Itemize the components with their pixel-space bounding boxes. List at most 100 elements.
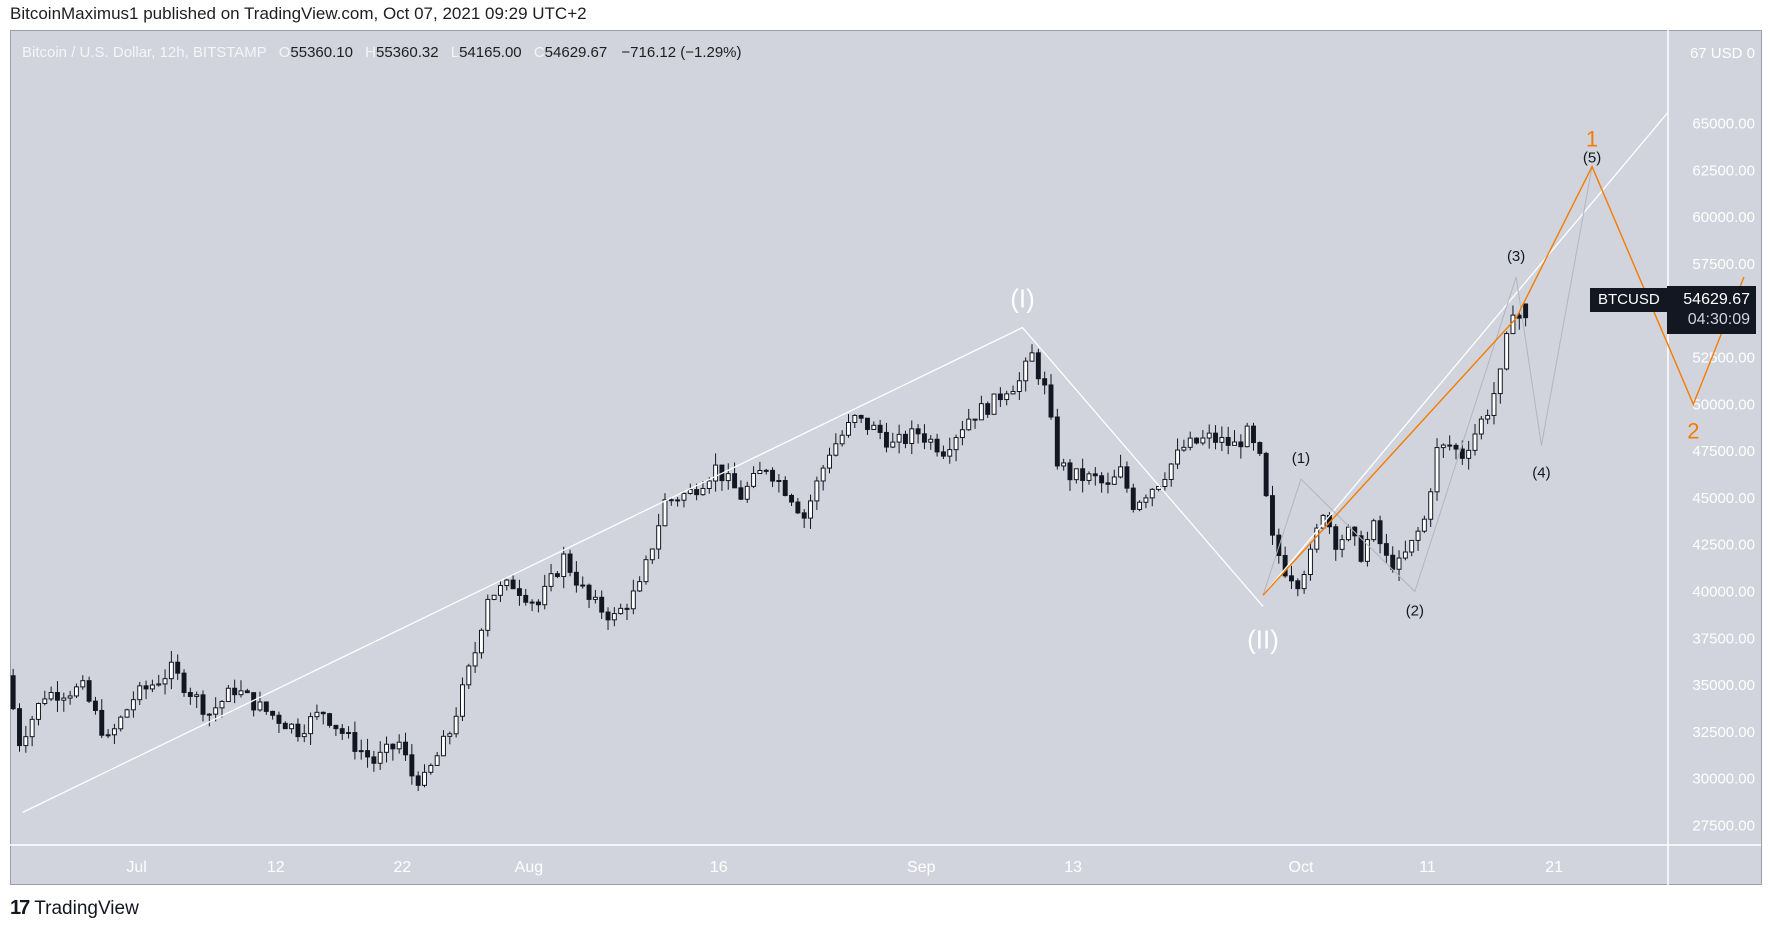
time-tick-label: 12 xyxy=(267,859,285,876)
candle-up xyxy=(61,697,67,701)
candle-up xyxy=(314,711,320,718)
candle-up xyxy=(966,418,972,431)
candle-up xyxy=(1232,441,1237,446)
candle-up xyxy=(637,581,643,592)
candle-up xyxy=(29,718,35,738)
candle-up xyxy=(890,441,896,448)
candle-down xyxy=(624,607,630,610)
candle-up xyxy=(219,701,225,709)
candle-up xyxy=(1415,530,1421,541)
candle-up xyxy=(1162,478,1168,487)
candle-down xyxy=(801,512,807,519)
candle-up xyxy=(1396,557,1402,570)
candle-down xyxy=(877,424,883,433)
candle-down xyxy=(390,743,396,750)
price-tick-label: 35000.00 xyxy=(1692,677,1755,694)
time-tick-label: Oct xyxy=(1289,859,1314,876)
candle-down xyxy=(181,672,187,693)
candle-up xyxy=(681,492,687,501)
candle-down xyxy=(409,754,415,777)
candle-up xyxy=(751,472,757,487)
wave-label-1: 1 xyxy=(1586,127,1598,152)
candle-down xyxy=(55,692,60,701)
candle-down xyxy=(770,469,776,482)
candle-up xyxy=(289,723,295,730)
candle-down xyxy=(985,403,991,415)
time-tick-label: Sep xyxy=(907,859,936,876)
candle-down xyxy=(516,588,522,596)
candle-up xyxy=(959,429,965,439)
price-tick-label: 27500.00 xyxy=(1692,818,1755,835)
time-axis-background xyxy=(11,845,1761,884)
candle-up xyxy=(358,750,364,753)
candle-up xyxy=(1023,360,1029,382)
candle-down xyxy=(352,732,358,752)
candle-down xyxy=(858,414,864,419)
time-tick-label: Jul xyxy=(126,859,146,876)
candle-up xyxy=(1364,539,1370,562)
price-tick-label: 57500.00 xyxy=(1692,256,1755,273)
price-tick-label: 65000.00 xyxy=(1692,116,1755,133)
price-tick-label: 30000.00 xyxy=(1692,771,1755,788)
candle-up xyxy=(814,480,820,502)
candle-up xyxy=(460,684,465,717)
time-tick-label: 21 xyxy=(1545,859,1563,876)
candle-up xyxy=(611,613,617,621)
candle-up xyxy=(428,764,434,773)
candle-up xyxy=(396,741,402,750)
candle-up xyxy=(1244,425,1250,448)
candle-down xyxy=(789,494,794,503)
candle-down xyxy=(371,756,377,764)
candle-up xyxy=(776,480,782,483)
candle-up xyxy=(1111,476,1117,485)
candle-up xyxy=(73,686,79,697)
candle-down xyxy=(1257,442,1263,454)
candle-down xyxy=(599,596,605,613)
last-price: 54629.67 xyxy=(1683,291,1750,308)
open-key: O xyxy=(278,44,291,61)
candle-down xyxy=(403,741,408,756)
symbol-label[interactable]: Bitcoin / U.S. Dollar, 12h, BITSTAMP xyxy=(22,44,267,61)
candle-up xyxy=(725,473,731,482)
candle-up xyxy=(909,428,915,445)
candle-up xyxy=(206,713,212,716)
candle-down xyxy=(580,584,586,587)
candle-up xyxy=(1004,393,1010,401)
candle-down xyxy=(187,691,193,697)
time-tick-label: 16 xyxy=(710,859,728,876)
candle-down xyxy=(1333,526,1339,550)
candle-up xyxy=(820,467,826,482)
candle-up xyxy=(700,487,706,496)
candle-up xyxy=(1149,488,1155,499)
candle-up xyxy=(839,434,845,445)
candle-down xyxy=(535,601,541,606)
candle-down xyxy=(10,675,16,710)
candle-up xyxy=(1301,574,1307,590)
candle-up xyxy=(1339,539,1345,550)
subwave-label-3: (3) xyxy=(1507,248,1525,265)
candle-down xyxy=(175,661,181,674)
candle-up xyxy=(662,499,668,527)
candle-down xyxy=(92,700,98,711)
candle-up xyxy=(1440,444,1446,449)
candle-up xyxy=(991,393,997,415)
candle-up xyxy=(846,422,851,436)
candle-up xyxy=(1086,473,1092,481)
tradingview-logo[interactable]: 17 TradingView xyxy=(10,897,139,920)
candle-up xyxy=(472,652,478,667)
candle-up xyxy=(618,607,624,615)
candle-up xyxy=(706,480,712,489)
candle-up xyxy=(744,485,750,500)
candle-up xyxy=(1061,462,1067,467)
candle-down xyxy=(143,685,149,690)
candle-down xyxy=(295,723,301,738)
candle-down xyxy=(940,451,946,457)
wave-label-2: 2 xyxy=(1687,418,1699,443)
candle-down xyxy=(915,428,921,435)
candle-down xyxy=(567,553,573,573)
candle-down xyxy=(782,480,788,496)
candle-down xyxy=(902,433,908,445)
candle-down xyxy=(1067,462,1073,481)
price-tick-label: 42500.00 xyxy=(1692,537,1755,554)
